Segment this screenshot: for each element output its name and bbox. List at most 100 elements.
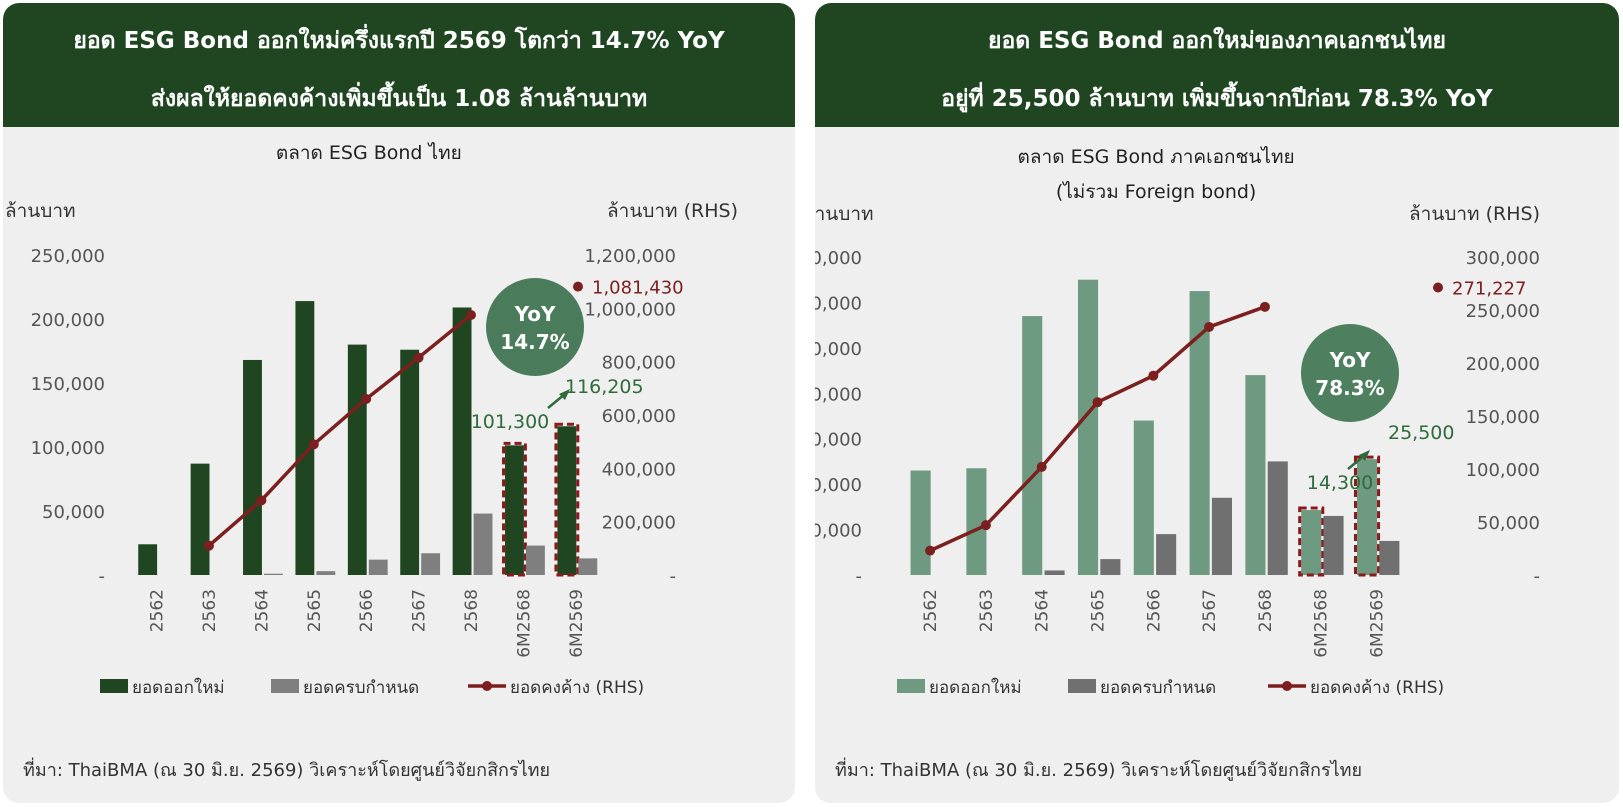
bar-maturity xyxy=(1211,497,1232,575)
outstanding-point xyxy=(308,439,319,450)
right-headline: ยอด ESG Bond ออกใหม่ของภาคเอกชนไทย xyxy=(987,28,1447,54)
category-label: 2562 xyxy=(921,589,941,632)
bar-maturity xyxy=(316,571,336,575)
left-axis-title: ล้านบาท xyxy=(815,203,874,225)
category-label: 2563 xyxy=(977,589,997,632)
bar-new-issuance xyxy=(1301,510,1322,575)
category-label: 2567 xyxy=(1200,589,1220,632)
bar-new-issuance xyxy=(347,344,367,575)
yoy-badge-value: 14.7% xyxy=(500,330,569,354)
left-source-note: ที่มา: ThaiBMA (ณ 30 มิ.ย. 2569) วิเคราะ… xyxy=(23,760,551,781)
chart-title: (ไม่รวม Foreign bond) xyxy=(1056,181,1257,203)
left-header-banner: ยอด ESG Bond ออกใหม่ครึ่งแรกปี 2569 โตกว… xyxy=(3,3,795,127)
highlight-dashed-box xyxy=(554,422,580,577)
bar-maturity xyxy=(1044,570,1065,575)
curr-period-label: 25,500 xyxy=(1388,422,1454,444)
legend-label: ยอดออกใหม่ xyxy=(929,677,1022,698)
right-axis-tick-label: 250,000 xyxy=(1466,301,1540,322)
right-chart: ตลาด ESG Bond ภาคเอกชนไทย (ไม่รวม Foreign… xyxy=(815,146,1541,698)
left-panel: ยอด ESG Bond ออกใหม่ครึ่งแรกปี 2569 โตกว… xyxy=(3,3,795,803)
prev-period-label: 101,300 xyxy=(471,411,550,433)
legend-swatch xyxy=(271,679,299,693)
outstanding-point xyxy=(361,394,372,404)
bar-new-issuance xyxy=(557,426,577,575)
right-axis-tick-label: 800,000 xyxy=(602,353,676,374)
bar-maturity xyxy=(1100,559,1121,575)
bar-new-issuance xyxy=(1133,420,1154,575)
legend-swatch xyxy=(897,679,925,693)
right-axis-tick-label: 100,000 xyxy=(1466,460,1540,481)
bar-new-issuance xyxy=(295,301,315,575)
bar-new-issuance xyxy=(243,359,262,575)
outstanding-point xyxy=(256,495,267,506)
category-label: 2565 xyxy=(305,589,325,632)
category-label: 2566 xyxy=(1144,589,1164,632)
yoy-badge-label: YoY xyxy=(1329,348,1371,372)
right-axis-tick-label: - xyxy=(1534,566,1541,587)
legend-swatch xyxy=(100,679,128,693)
outstanding-point xyxy=(1204,321,1215,332)
outstanding-point-latest xyxy=(1433,282,1443,293)
category-label: 2567 xyxy=(410,589,430,632)
growth-arrow-head xyxy=(559,389,570,400)
legend-label: ยอดครบกำหนด xyxy=(1100,678,1216,698)
right-source-note: ที่มา: ThaiBMA (ณ 30 มิ.ย. 2569) วิเคราะ… xyxy=(835,760,1363,781)
yoy-badge-value: 78.3% xyxy=(1315,376,1384,400)
left-axis-tick-label: 200,000 xyxy=(31,310,105,331)
bar-maturity xyxy=(473,513,493,575)
left-axis-tick-label: - xyxy=(856,566,863,587)
bar-maturity xyxy=(368,559,388,575)
left-axis-tick-label: - xyxy=(99,566,106,587)
bar-new-issuance xyxy=(452,307,472,575)
left-axis-tick-label: 30,000 xyxy=(815,430,862,451)
legend-swatch xyxy=(1068,679,1096,693)
yoy-badge xyxy=(486,278,584,376)
bar-new-issuance xyxy=(966,468,987,575)
legend-marker xyxy=(1282,681,1292,691)
right-axis-tick-label: 300,000 xyxy=(1466,248,1540,269)
right-axis-tick-label: 1,000,000 xyxy=(584,299,676,320)
outstanding-point-latest xyxy=(573,281,583,292)
bar-new-issuance xyxy=(138,544,158,575)
bar-new-issuance xyxy=(1077,279,1099,575)
yoy-badge xyxy=(1301,324,1399,422)
left-subheadline: ส่งผลให้ยอดคงค้างเพิ่มขึ้นเป็น 1.08 ล้าน… xyxy=(150,86,648,112)
category-label: 6M2568 xyxy=(1312,589,1332,658)
right-axis-tick-label: 400,000 xyxy=(602,459,676,480)
outstanding-point xyxy=(1148,370,1159,381)
left-axis-tick-label: 100,000 xyxy=(31,438,105,459)
bar-maturity xyxy=(264,573,283,575)
highlight-dashed-box xyxy=(1353,455,1381,577)
left-axis-tick-label: 70,000 xyxy=(815,248,862,269)
right-axis-tick-label: 150,000 xyxy=(1466,407,1540,428)
right-axis-title: ล้านบาท (RHS) xyxy=(607,200,738,222)
outstanding-line xyxy=(207,313,473,547)
highlight-dashed-box xyxy=(1298,506,1325,577)
bar-maturity xyxy=(578,558,598,575)
outstanding-point xyxy=(1092,397,1103,408)
bar-new-issuance xyxy=(1245,375,1266,575)
left-axis-tick-label: 40,000 xyxy=(815,384,862,405)
category-label: 2568 xyxy=(462,589,482,632)
category-label: 2568 xyxy=(1256,589,1276,632)
bar-maturity xyxy=(1323,515,1344,575)
bar-new-issuance xyxy=(1022,316,1043,575)
left-axis-tick-label: 250,000 xyxy=(31,246,105,267)
bar-new-issuance xyxy=(190,463,210,575)
left-axis-tick-label: 10,000 xyxy=(815,521,862,542)
outstanding-point xyxy=(980,520,991,531)
right-axis-tick-label: 200,000 xyxy=(1466,354,1540,375)
category-label: 6M2569 xyxy=(567,589,587,658)
outstanding-point xyxy=(925,545,936,556)
category-label: 6M2569 xyxy=(1368,589,1388,658)
legend-marker xyxy=(482,681,492,691)
left-axis-title: ล้านบาท xyxy=(5,200,76,222)
bar-new-issuance xyxy=(1356,459,1378,575)
left-axis-tick-label: 20,000 xyxy=(815,475,862,496)
growth-arrow-head xyxy=(1359,450,1370,461)
yoy-badge-label: YoY xyxy=(514,302,556,326)
curr-period-label: 116,205 xyxy=(565,376,644,398)
left-axis-tick-label: 50,000 xyxy=(42,502,105,523)
outstanding-value-label: 271,227 xyxy=(1452,278,1526,299)
left-axis-tick-label: 50,000 xyxy=(815,339,862,360)
